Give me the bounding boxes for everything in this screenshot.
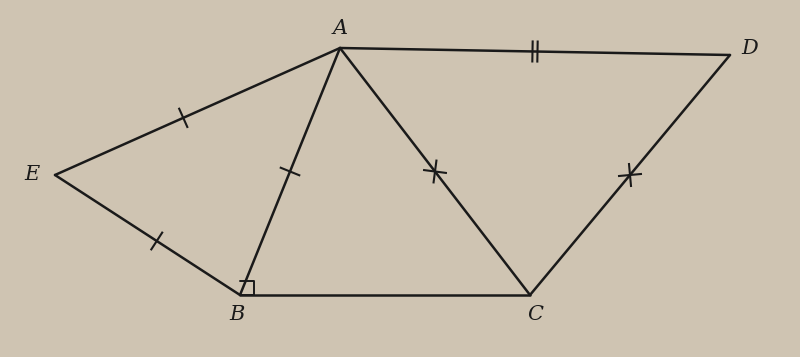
Text: C: C: [527, 306, 543, 325]
Text: B: B: [230, 306, 245, 325]
Text: E: E: [24, 166, 40, 185]
Text: A: A: [333, 19, 347, 37]
Text: D: D: [742, 39, 758, 57]
